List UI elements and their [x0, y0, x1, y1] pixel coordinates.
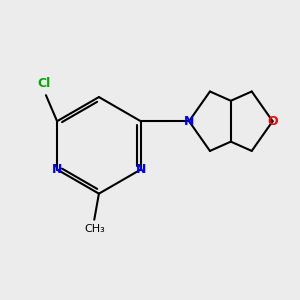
Text: Cl: Cl — [38, 76, 51, 90]
Text: N: N — [52, 163, 62, 176]
Text: O: O — [267, 115, 278, 128]
Text: N: N — [184, 115, 194, 128]
Text: N: N — [136, 163, 146, 176]
Text: CH₃: CH₃ — [84, 224, 105, 234]
